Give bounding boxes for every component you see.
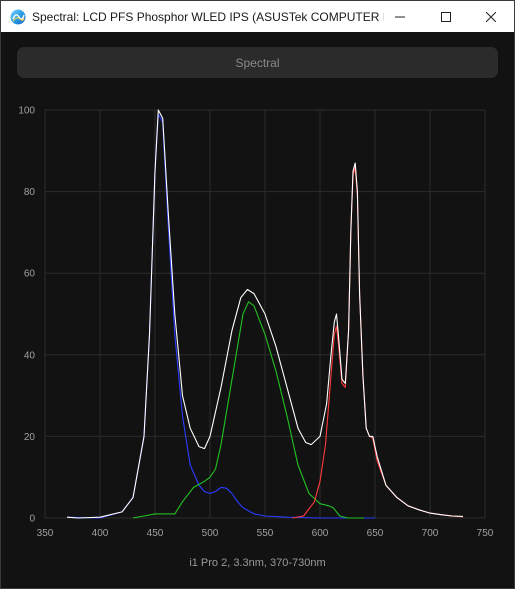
spectrum-series-line bbox=[66, 113, 375, 519]
title-bar[interactable]: Spectral: LCD PFS Phosphor WLED IPS (ASU… bbox=[1, 1, 514, 32]
spectrum-series-line bbox=[132, 301, 364, 519]
spectral-button-label: Spectral bbox=[235, 55, 280, 70]
x-tick-label: 500 bbox=[202, 528, 219, 539]
spectral-chart: 350 400 450 500 550 600 650 700 750 0 20 40 60 80 100 bbox=[18, 106, 494, 540]
x-tick-label: 650 bbox=[367, 528, 384, 539]
window-title: Spectral: LCD PFS Phosphor WLED IPS (ASU… bbox=[32, 9, 384, 24]
x-tick-label: 550 bbox=[257, 528, 274, 539]
close-icon bbox=[486, 11, 496, 22]
x-tick-label: 750 bbox=[477, 528, 494, 539]
spectral-button[interactable]: Spectral bbox=[17, 47, 498, 78]
x-tick-label: 600 bbox=[312, 528, 329, 539]
x-tick-label: 450 bbox=[147, 528, 164, 539]
y-tick-label: 100 bbox=[18, 106, 35, 117]
y-tick-label: 60 bbox=[24, 269, 36, 280]
maximize-icon bbox=[441, 11, 451, 22]
x-tick-label: 700 bbox=[422, 528, 439, 539]
spectral-app-icon bbox=[10, 9, 26, 24]
spectrum-series-line bbox=[292, 166, 464, 519]
x-tick-label: 400 bbox=[92, 528, 109, 539]
close-button[interactable] bbox=[468, 1, 514, 32]
y-tick-label: 0 bbox=[29, 514, 35, 525]
maximize-button[interactable] bbox=[423, 1, 469, 32]
chart-caption: i1 Pro 2, 3.3nm, 370-730nm bbox=[189, 557, 326, 569]
minimize-icon bbox=[395, 16, 405, 17]
minimize-button[interactable] bbox=[377, 1, 423, 32]
y-tick-label: 20 bbox=[24, 432, 36, 443]
y-tick-label: 40 bbox=[24, 350, 36, 361]
y-tick-label: 80 bbox=[24, 187, 36, 198]
spectrum-series-line bbox=[66, 109, 464, 519]
x-tick-label: 350 bbox=[37, 528, 54, 539]
